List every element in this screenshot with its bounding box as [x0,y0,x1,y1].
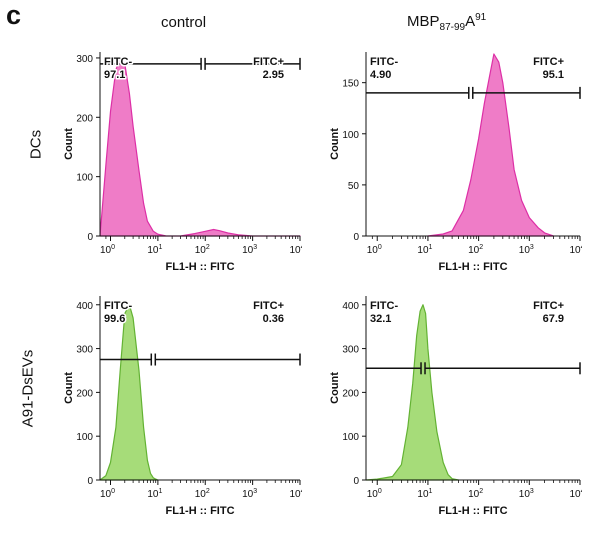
x-tick-label: 100 [100,488,115,500]
x-tick-label: 100 [367,244,382,256]
x-tick-label: 101 [147,244,162,256]
y-tick-label: 0 [87,232,93,243]
y-axis-label: Count [329,372,341,404]
x-tick-label: 101 [417,244,432,256]
x-tick-label: 102 [195,488,210,500]
x-tick-label: 101 [147,488,162,500]
treated-title-superscript: 91 [475,12,487,23]
y-tick-label: 50 [348,181,360,192]
x-tick-label: 102 [195,244,210,256]
y-axis-label: Count [63,372,75,404]
treated-title-subscript: 87-99 [439,22,466,33]
y-tick-label: 150 [342,79,359,90]
x-tick-label: 103 [242,488,257,500]
gate-positive-value: 0.36 [263,313,284,325]
gate-negative-value: 4.90 [370,69,391,81]
gate-negative-name: FITC- [104,300,132,312]
row-title-dcs: DCs [27,129,45,160]
gate-positive-value: 95.1 [543,69,564,81]
y-tick-label: 300 [76,54,93,65]
x-tick-label: 100 [100,244,115,256]
x-tick-label: 103 [519,488,534,500]
treated-title-base: MBP [407,13,440,30]
x-tick-label: 104 [569,244,582,256]
gate-negative-name: FITC- [104,56,132,68]
x-tick-label: 104 [289,244,302,256]
column-title-treated: MBP87-99A91 [407,12,486,33]
gate-positive-name: FITC+ [253,56,284,68]
x-tick-label: 102 [468,244,483,256]
gate-positive-name: FITC+ [253,300,284,312]
y-tick-label: 400 [342,301,359,312]
y-axis-label: Count [329,128,341,160]
x-axis-label: FL1-H :: FITC [165,505,234,517]
y-axis-label: Count [63,128,75,160]
treated-title-mid: A [465,13,476,30]
gate-positive-value: 67.9 [543,313,564,325]
gate-negative-name: FITC- [370,300,398,312]
histogram-area [99,57,301,237]
y-tick-label: 300 [76,345,93,356]
x-axis-label: FL1-H :: FITC [438,261,507,273]
y-tick-label: 200 [76,388,93,399]
histogram-evs-control: 0100200300400100101102103104FL1-H :: FIT… [63,296,302,517]
gate-negative-name: FITC- [370,56,398,68]
histogram-evs-treated: 0100200300400100101102103104FL1-H :: FIT… [329,296,582,517]
y-tick-label: 100 [76,432,93,443]
y-tick-label: 100 [76,173,93,184]
y-tick-label: 200 [76,113,93,124]
x-tick-label: 104 [569,488,582,500]
column-title-control: control [161,14,207,31]
x-tick-label: 102 [468,488,483,500]
x-tick-label: 104 [289,488,302,500]
y-tick-label: 0 [87,476,93,487]
y-tick-label: 300 [342,345,359,356]
gate-negative-value: 97.1 [104,69,125,81]
x-tick-label: 100 [367,488,382,500]
x-tick-label: 103 [519,244,534,256]
x-tick-label: 103 [242,244,257,256]
panel-letter: c [6,0,22,30]
y-tick-label: 400 [76,301,93,312]
x-tick-label: 101 [417,488,432,500]
gate-positive-name: FITC+ [533,56,564,68]
x-axis-label: FL1-H :: FITC [165,261,234,273]
row-title-evs: A91-DsEVs [19,349,37,428]
y-tick-label: 0 [353,232,359,243]
gate-negative-value: 32.1 [370,313,391,325]
histogram-area [427,53,555,237]
histogram-area [99,304,159,481]
gate-positive-value: 2.95 [263,69,284,81]
gate-negative-value: 99.6 [104,313,125,325]
x-axis-label: FL1-H :: FITC [438,505,507,517]
y-tick-label: 200 [342,388,359,399]
y-tick-label: 100 [342,432,359,443]
histogram-dcs-treated: 050100150100101102103104FL1-H :: FITCCou… [329,52,582,273]
y-tick-label: 100 [342,130,359,141]
histogram-dcs-control: 0100200300100101102103104FL1-H :: FITCCo… [63,52,302,273]
y-tick-label: 0 [353,476,359,487]
gate-positive-name: FITC+ [533,300,564,312]
histogram-area [365,304,460,481]
